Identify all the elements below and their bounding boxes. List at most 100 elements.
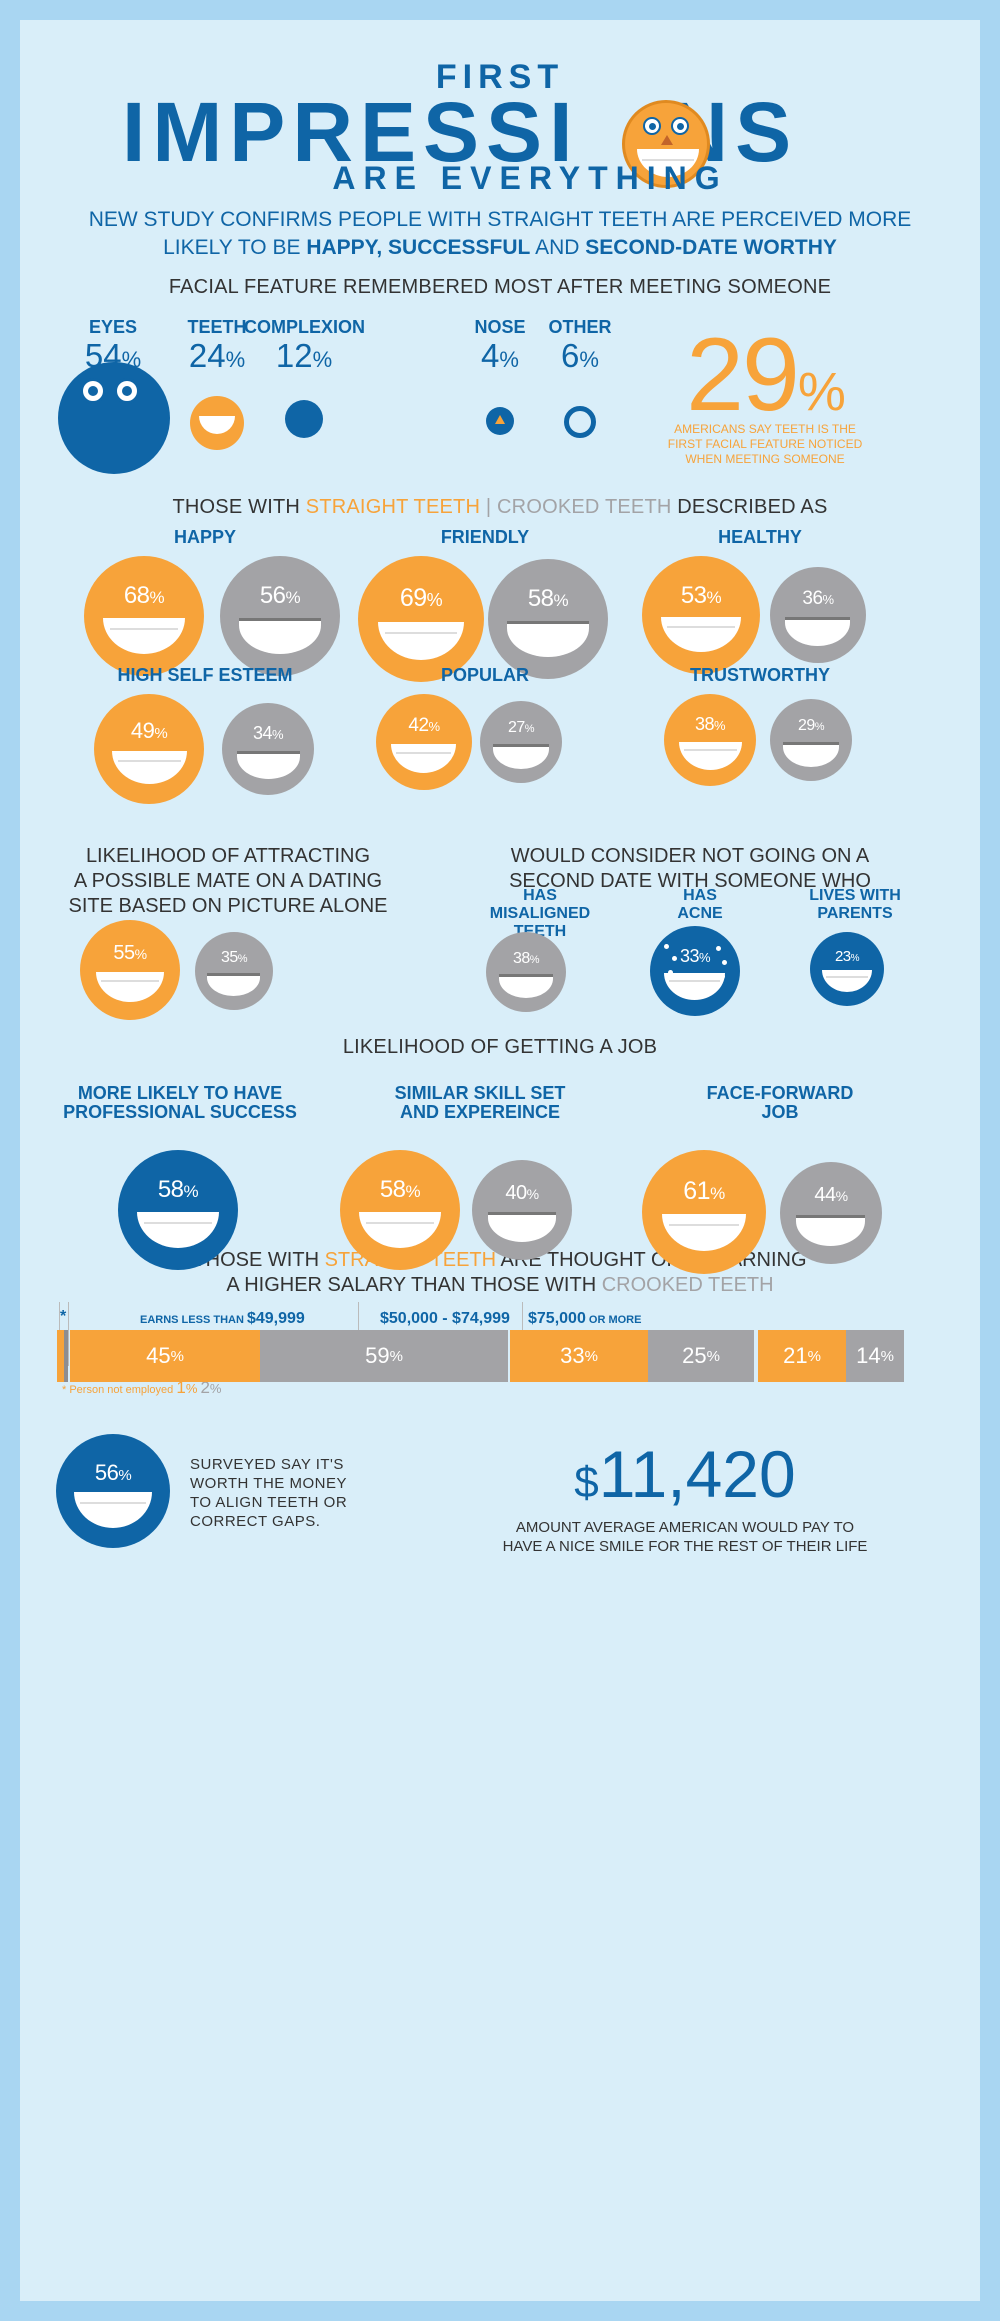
percent-value: 35 xyxy=(220,949,238,966)
salary-straight-bar: 45% xyxy=(70,1330,260,1382)
teeth-stat: 29% xyxy=(686,317,846,433)
crooked-smile-icon xyxy=(239,618,321,654)
job-ff-crooked-face-icon: 44% xyxy=(780,1162,882,1264)
footer-amount-caption: AMOUNT AVERAGE AMERICAN WOULD PAY TO HAVE… xyxy=(502,1519,868,1555)
salary-group-1-label: EARNS LESS THAN $49,999 xyxy=(140,1310,305,1327)
smile-icon xyxy=(96,972,164,1002)
acne-dot xyxy=(720,974,725,979)
smile-icon xyxy=(664,973,725,1000)
percent-value: 40 xyxy=(505,1182,527,1204)
infographic: FIRST IMPRESSI NS ARE EVERYTHING NEW STUD… xyxy=(20,20,980,2301)
percent-value: 58 xyxy=(157,1176,184,1203)
straight-face-icon: 38% xyxy=(664,694,756,786)
eye-icon xyxy=(643,117,661,135)
salary-straight-bar: 33% xyxy=(510,1330,648,1382)
title-are-everything: ARE EVERYTHING xyxy=(332,160,728,196)
percent-value: 38 xyxy=(694,714,715,734)
job-success-face-icon: 58% xyxy=(118,1150,238,1270)
described-heading: THOSE WITH STRAIGHT TEETH | CROOKED TEET… xyxy=(172,496,828,518)
percent-value: 68 xyxy=(123,582,150,609)
percent-value: 49 xyxy=(130,718,155,743)
trait-label: HIGH SELF ESTEEM xyxy=(117,665,293,685)
title-first: FIRST xyxy=(435,58,565,96)
salary-unemployed-crooked-bar xyxy=(64,1330,68,1382)
smile-icon xyxy=(378,622,464,660)
straight-face-icon: 53% xyxy=(642,556,760,674)
straight-face-icon: 49% xyxy=(94,694,204,804)
facial-heading: FACIAL FEATURE REMEMBERED MOST AFTER MEE… xyxy=(168,276,832,298)
acne-dot xyxy=(668,970,673,975)
percent-value: 33 xyxy=(679,946,700,966)
job-heading: LIKELIHOOD OF GETTING A JOB xyxy=(342,1036,658,1058)
acne-dot xyxy=(672,956,677,961)
salary-group-3-label: $75,000 OR MORE xyxy=(528,1310,642,1327)
parents-face-icon: 23% xyxy=(810,932,884,1006)
salary-unemployed-straight-bar xyxy=(57,1330,68,1382)
smile-icon xyxy=(679,742,742,770)
smile-icon xyxy=(822,970,872,992)
eyes-face-icon xyxy=(58,362,170,474)
crooked-face-icon: 29% xyxy=(770,699,852,781)
title-impressions-a: IMPRESSI xyxy=(122,85,580,179)
intro-text: NEW STUDY CONFIRMS PEOPLE WITH STRAIGHT … xyxy=(20,206,980,262)
percent-value: 55 xyxy=(113,942,135,964)
trait-label: FRIENDLY xyxy=(440,527,530,547)
title-smiley-icon xyxy=(622,100,710,188)
eye-icon xyxy=(671,117,689,135)
acne-dot xyxy=(664,944,669,949)
straight-face-icon: 68% xyxy=(84,556,204,676)
nose-icon xyxy=(661,135,673,145)
salary-group-2-label: $50,000 - $74,999 xyxy=(380,1310,510,1327)
percent-value: 61 xyxy=(683,1177,711,1205)
crooked-face-icon: 27% xyxy=(480,701,562,783)
complexion-icon xyxy=(285,400,323,438)
smile-icon xyxy=(137,1212,219,1248)
mate-heading: LIKELIHOOD OF ATTRACTING A POSSIBLE MATE … xyxy=(68,845,388,917)
percent-value: 69 xyxy=(399,584,427,612)
crooked-smile-icon xyxy=(796,1215,865,1246)
crooked-smile-icon xyxy=(783,742,839,767)
percent-value: 42 xyxy=(408,715,429,736)
job-skill-crooked-face-icon: 40% xyxy=(472,1160,572,1260)
crooked-smile-icon xyxy=(507,621,589,657)
legend-straight: STRAIGHT TEETH xyxy=(305,496,481,518)
title-impressions: IMPRESSI NS xyxy=(122,82,798,182)
percent-value: 23 xyxy=(834,948,851,965)
salary-crooked-bar: 14% xyxy=(846,1330,904,1382)
job-ff-straight-face-icon: 61% xyxy=(642,1150,766,1274)
crooked-smile-icon xyxy=(785,617,850,646)
second-acne-label: HAS ACNE xyxy=(677,887,723,922)
job-skill-label: SIMILAR SKILL SET AND EXPEREINCE xyxy=(394,1083,566,1122)
facial-label: EYES xyxy=(88,317,138,337)
salary-straight-bar: 21% xyxy=(758,1330,846,1382)
smile-icon xyxy=(661,617,741,652)
smile-icon xyxy=(103,618,185,654)
percent-value: 56 xyxy=(259,582,286,609)
salary-note: * Person not employed 1% 2% xyxy=(62,1378,222,1397)
trait-label: HEALTHY xyxy=(718,527,802,547)
crooked-smile-icon xyxy=(207,973,260,996)
crooked-smile-icon xyxy=(499,974,553,998)
footer-smile-icon: 56% xyxy=(56,1434,170,1548)
crooked-smile-icon xyxy=(237,751,300,779)
note-straight-value: 1 xyxy=(176,1378,186,1397)
job-success-label: MORE LIKELY TO HAVE PROFESSIONAL SUCCESS xyxy=(63,1083,297,1122)
salary-star: * xyxy=(60,1308,67,1325)
nose-icon xyxy=(486,407,514,435)
facial-teeth: TEETH 24% xyxy=(187,317,247,375)
facial-complexion: COMPLEXION 12% xyxy=(244,317,366,375)
intro-second-date: SECOND-DATE WORTHY xyxy=(585,236,837,259)
percent-value: 44 xyxy=(814,1184,836,1206)
salary-crooked-bar: 59% xyxy=(260,1330,508,1382)
second-parents-label: LIVES WITH PARENTS xyxy=(809,887,901,922)
crooked-face-icon: 34% xyxy=(222,703,314,795)
crooked-face-icon: 56% xyxy=(220,556,340,676)
smile-icon xyxy=(359,1212,441,1248)
intro-line2: LIKELY TO BE HAPPY, SUCCESSFUL AND SECON… xyxy=(163,236,837,259)
crooked-smile-icon xyxy=(493,744,549,769)
percent-value: 29 xyxy=(797,717,815,734)
second-misaligned-label: HAS MISALIGNED TEETH xyxy=(489,887,591,940)
percent-value: 53 xyxy=(680,582,707,609)
smile-icon xyxy=(391,744,456,773)
second-date-heading: WOULD CONSIDER NOT GOING ON A SECOND DATE… xyxy=(509,845,871,892)
